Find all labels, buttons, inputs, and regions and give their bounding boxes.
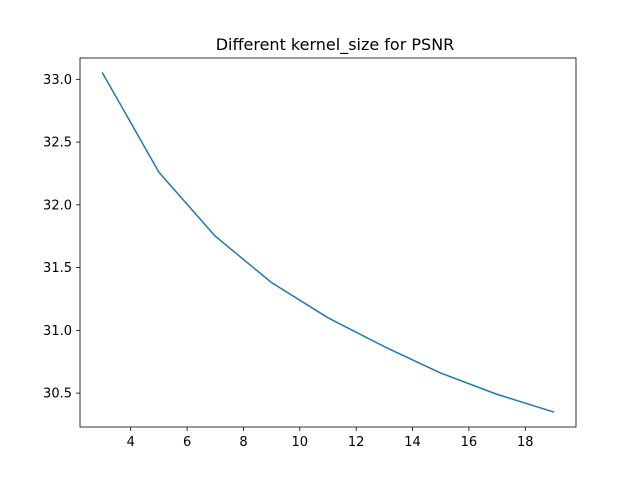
x-tick-label: 12 — [348, 435, 365, 450]
x-tick-label: 6 — [183, 435, 191, 450]
x-tick-label: 14 — [404, 435, 421, 450]
x-axis: 4 6 8 10 12 14 16 18 — [127, 427, 534, 450]
x-tick-label: 8 — [239, 435, 247, 450]
y-tick-label: 32.0 — [43, 198, 72, 213]
y-tick-label: 33.0 — [43, 73, 72, 88]
y-axis: 30.5 31.0 31.5 32.0 32.5 33.0 — [43, 73, 80, 402]
x-tick-label: 18 — [517, 435, 534, 450]
y-tick-label: 31.5 — [43, 261, 72, 276]
chart-title: Different kernel_size for PSNR — [216, 35, 455, 55]
x-tick-label: 4 — [127, 435, 135, 450]
y-tick-label: 30.5 — [43, 387, 72, 402]
y-tick-label: 31.0 — [43, 324, 72, 339]
axes-frame — [79, 57, 577, 428]
x-tick-label: 10 — [292, 435, 309, 450]
x-tick-label: 16 — [461, 435, 478, 450]
series-line-0 — [101, 72, 555, 413]
plot-area — [79, 57, 577, 428]
y-tick-label: 32.5 — [43, 136, 72, 151]
